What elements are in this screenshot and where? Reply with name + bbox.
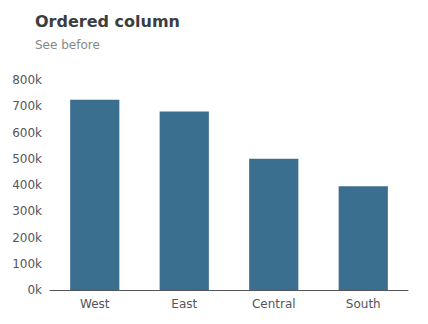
svg-text:East: East — [171, 297, 197, 311]
svg-text:See before: See before — [35, 38, 100, 52]
svg-text:600k: 600k — [12, 126, 42, 140]
svg-text:0k: 0k — [27, 283, 42, 297]
svg-text:Central: Central — [252, 297, 296, 311]
svg-text:500k: 500k — [12, 152, 42, 166]
svg-text:200k: 200k — [12, 231, 42, 245]
svg-text:Ordered column: Ordered column — [35, 12, 180, 31]
svg-text:West: West — [80, 297, 110, 311]
svg-text:800k: 800k — [12, 73, 42, 87]
svg-text:700k: 700k — [12, 99, 42, 113]
svg-text:300k: 300k — [12, 204, 42, 218]
svg-text:400k: 400k — [12, 178, 42, 192]
svg-text:South: South — [346, 297, 381, 311]
svg-text:100k: 100k — [12, 257, 42, 271]
